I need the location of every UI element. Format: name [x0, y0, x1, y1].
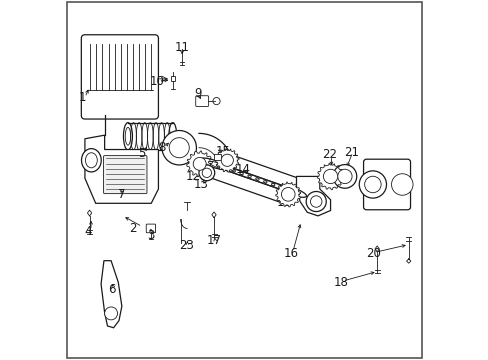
Ellipse shape [200, 158, 227, 170]
Ellipse shape [85, 153, 97, 168]
Circle shape [310, 196, 321, 207]
Text: 14: 14 [235, 163, 250, 176]
Circle shape [391, 174, 412, 195]
Text: 22: 22 [322, 148, 337, 161]
FancyBboxPatch shape [195, 96, 208, 107]
Text: 10: 10 [149, 75, 164, 88]
FancyBboxPatch shape [146, 224, 155, 233]
Circle shape [199, 165, 214, 181]
Circle shape [104, 307, 117, 320]
Circle shape [202, 168, 211, 177]
Ellipse shape [81, 149, 101, 172]
Circle shape [305, 192, 325, 212]
Text: 9: 9 [194, 87, 201, 100]
Circle shape [281, 188, 294, 201]
Text: 8: 8 [158, 141, 165, 154]
Text: 12: 12 [186, 170, 201, 183]
Text: 6: 6 [108, 283, 115, 296]
Text: 23: 23 [179, 239, 193, 252]
Circle shape [212, 98, 220, 105]
Circle shape [221, 154, 233, 166]
Circle shape [337, 169, 351, 184]
Ellipse shape [168, 123, 176, 150]
Text: 21: 21 [343, 145, 358, 158]
Polygon shape [296, 176, 330, 216]
Text: 15: 15 [276, 196, 291, 209]
Text: 2: 2 [129, 222, 137, 235]
Polygon shape [215, 149, 239, 172]
Text: 5: 5 [138, 147, 146, 159]
Text: 11: 11 [174, 41, 189, 54]
Ellipse shape [279, 186, 306, 197]
Text: 1: 1 [79, 91, 86, 104]
Text: 18: 18 [333, 276, 348, 289]
Circle shape [162, 131, 196, 165]
Text: 20: 20 [366, 247, 380, 260]
Text: 19: 19 [367, 181, 382, 194]
Circle shape [332, 165, 356, 188]
Ellipse shape [125, 127, 130, 145]
Text: 16: 16 [283, 247, 298, 260]
Circle shape [359, 171, 386, 198]
Text: 7: 7 [118, 188, 125, 201]
Polygon shape [317, 163, 343, 190]
FancyBboxPatch shape [363, 159, 410, 210]
FancyBboxPatch shape [81, 35, 158, 119]
Polygon shape [186, 151, 212, 177]
Polygon shape [85, 135, 158, 203]
Text: 4: 4 [84, 225, 92, 238]
Text: 17: 17 [206, 234, 221, 247]
FancyBboxPatch shape [214, 154, 221, 160]
Polygon shape [275, 182, 300, 207]
Circle shape [323, 169, 337, 184]
FancyBboxPatch shape [103, 156, 147, 194]
Circle shape [193, 157, 206, 170]
Circle shape [169, 138, 189, 158]
Ellipse shape [123, 123, 132, 150]
Text: 15: 15 [215, 145, 230, 158]
Polygon shape [101, 261, 122, 328]
Text: 13: 13 [193, 178, 208, 191]
FancyBboxPatch shape [171, 76, 175, 81]
Circle shape [364, 176, 380, 193]
Text: 3: 3 [147, 229, 155, 242]
